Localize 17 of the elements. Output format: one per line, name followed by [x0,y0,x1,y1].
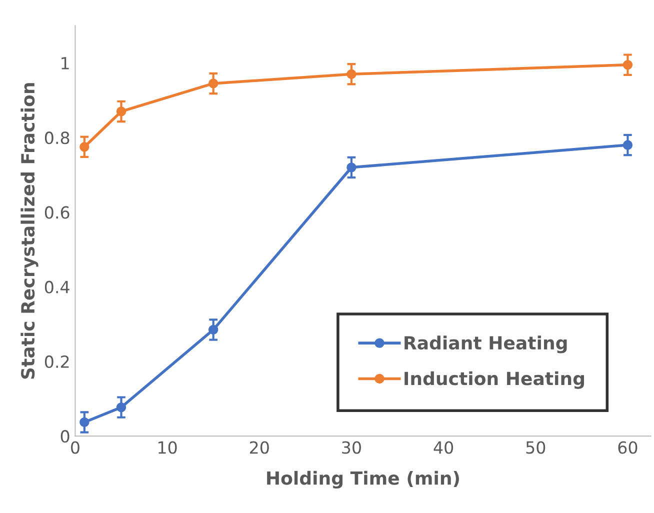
x-tick-label: 40 [434,441,454,454]
x-tick-label: 20 [250,441,269,454]
legend-label: Induction Heating [404,371,584,389]
x-tick-label: 60 [618,441,638,454]
x-tick-label: 0 [71,441,80,454]
y-tick-label: 0 [60,430,70,443]
x-tick-label: 10 [158,441,177,454]
y-tick-label: 0.2 [44,355,69,368]
y-tick-label: 0.8 [44,132,70,144]
x-tick-label: 50 [526,441,546,454]
legend-label: Radiant Heating [404,336,567,354]
x-axis-title: Holding Time (min) [267,470,459,489]
y-tick-label: 0.6 [44,206,70,219]
x-tick-label: 30 [342,441,361,454]
y-tick-label: 0.4 [44,280,70,294]
y-axis-title: Static Recrystallized Fraction [20,83,38,379]
y-tick-label: 1 [62,57,69,70]
